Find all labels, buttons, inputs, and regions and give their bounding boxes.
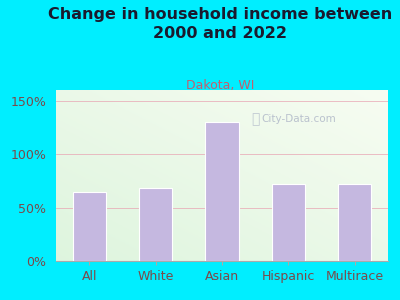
Text: City-Data.com: City-Data.com [261,114,336,124]
Text: ⓘ: ⓘ [251,112,259,126]
Bar [338,184,372,261]
Bar [272,184,305,261]
Text: Dakota, WI: Dakota, WI [186,80,254,92]
Text: Change in household income between
2000 and 2022: Change in household income between 2000 … [48,8,392,41]
Bar [206,122,238,261]
Bar [139,188,172,261]
Bar [73,191,106,261]
